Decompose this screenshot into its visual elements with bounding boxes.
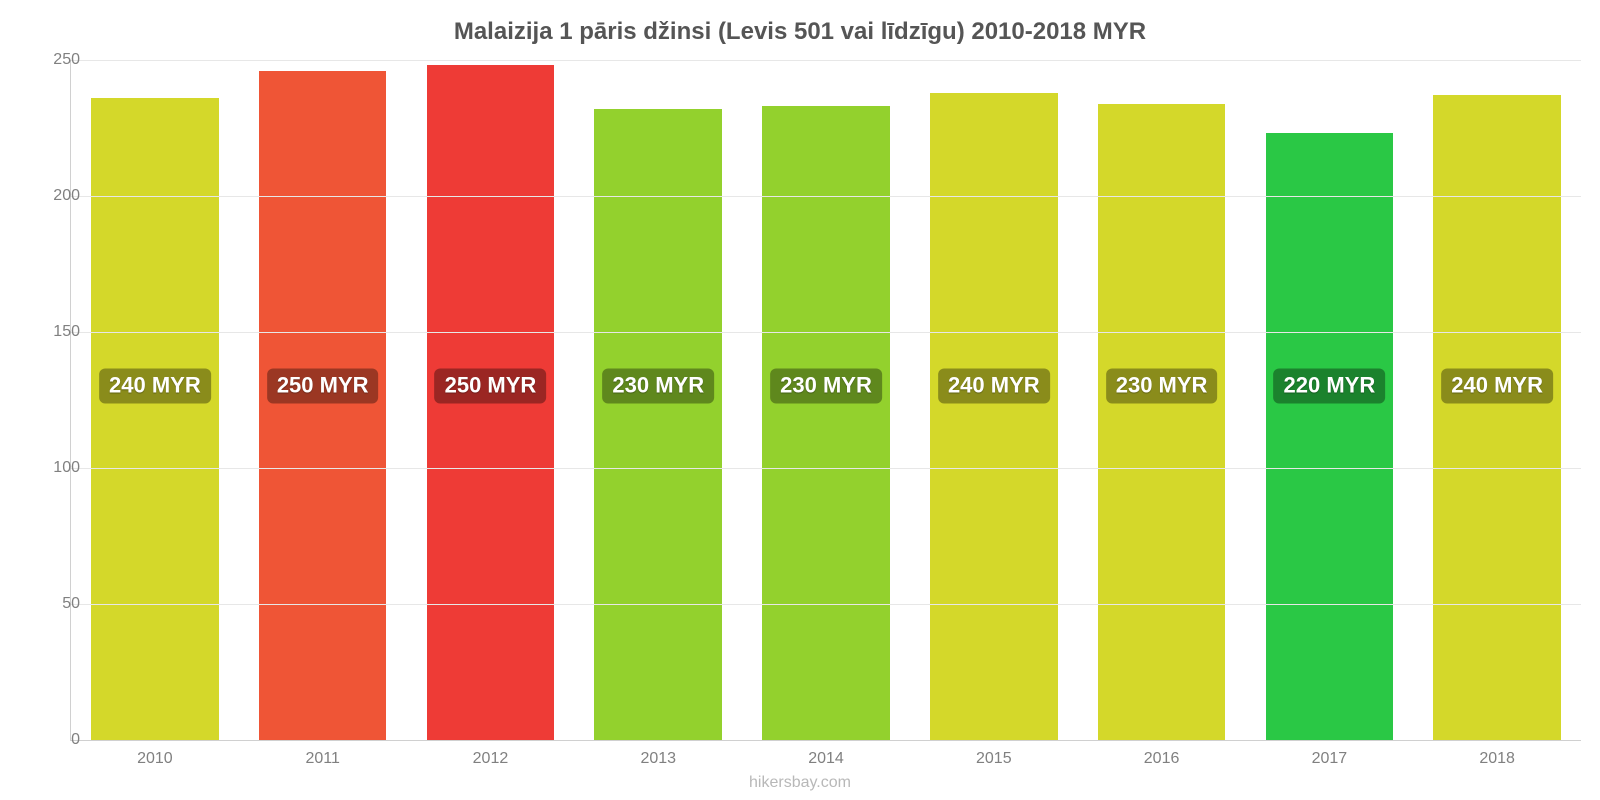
gridline [71,468,1581,469]
bar [259,71,387,740]
x-tick-label: 2015 [976,750,1012,768]
bar-chart: Malaizija 1 pāris džinsi (Levis 501 vai … [0,0,1600,800]
x-tick-label: 2017 [1312,750,1348,768]
y-tick-label: 250 [30,51,80,69]
y-tick-label: 150 [30,323,80,341]
x-tick-label: 2012 [473,750,509,768]
x-tick-label: 2011 [305,750,339,768]
chart-title: Malaizija 1 pāris džinsi (Levis 501 vai … [0,18,1600,46]
x-tick-label: 2014 [808,750,844,768]
x-tick-label: 2013 [640,750,676,768]
gridline [71,332,1581,333]
gridline [71,60,1581,61]
x-tick-label: 2018 [1479,750,1515,768]
x-tick-label: 2016 [1144,750,1180,768]
value-label: 240 MYR [938,369,1050,404]
value-label: 230 MYR [1106,369,1218,404]
value-label: 240 MYR [99,369,211,404]
value-label: 220 MYR [1274,369,1386,404]
value-label: 250 MYR [267,369,379,404]
bar [1266,133,1394,740]
bar [762,106,890,740]
value-label: 230 MYR [770,369,882,404]
gridline [71,196,1581,197]
bar [1433,95,1561,740]
x-tick-label: 2010 [137,750,173,768]
value-label: 250 MYR [435,369,547,404]
bar [930,93,1058,740]
bar [1098,104,1226,740]
value-label: 240 MYR [1441,369,1553,404]
bar [594,109,722,740]
gridline [71,604,1581,605]
value-label: 230 MYR [602,369,714,404]
y-tick-label: 200 [30,187,80,205]
chart-source-label: hikersbay.com [0,774,1600,792]
y-tick-label: 0 [30,731,80,749]
bar [91,98,219,740]
plot-area: 201020112012201320142015201620172018 240… [70,60,1581,741]
y-tick-label: 100 [30,459,80,477]
y-tick-label: 50 [30,595,80,613]
